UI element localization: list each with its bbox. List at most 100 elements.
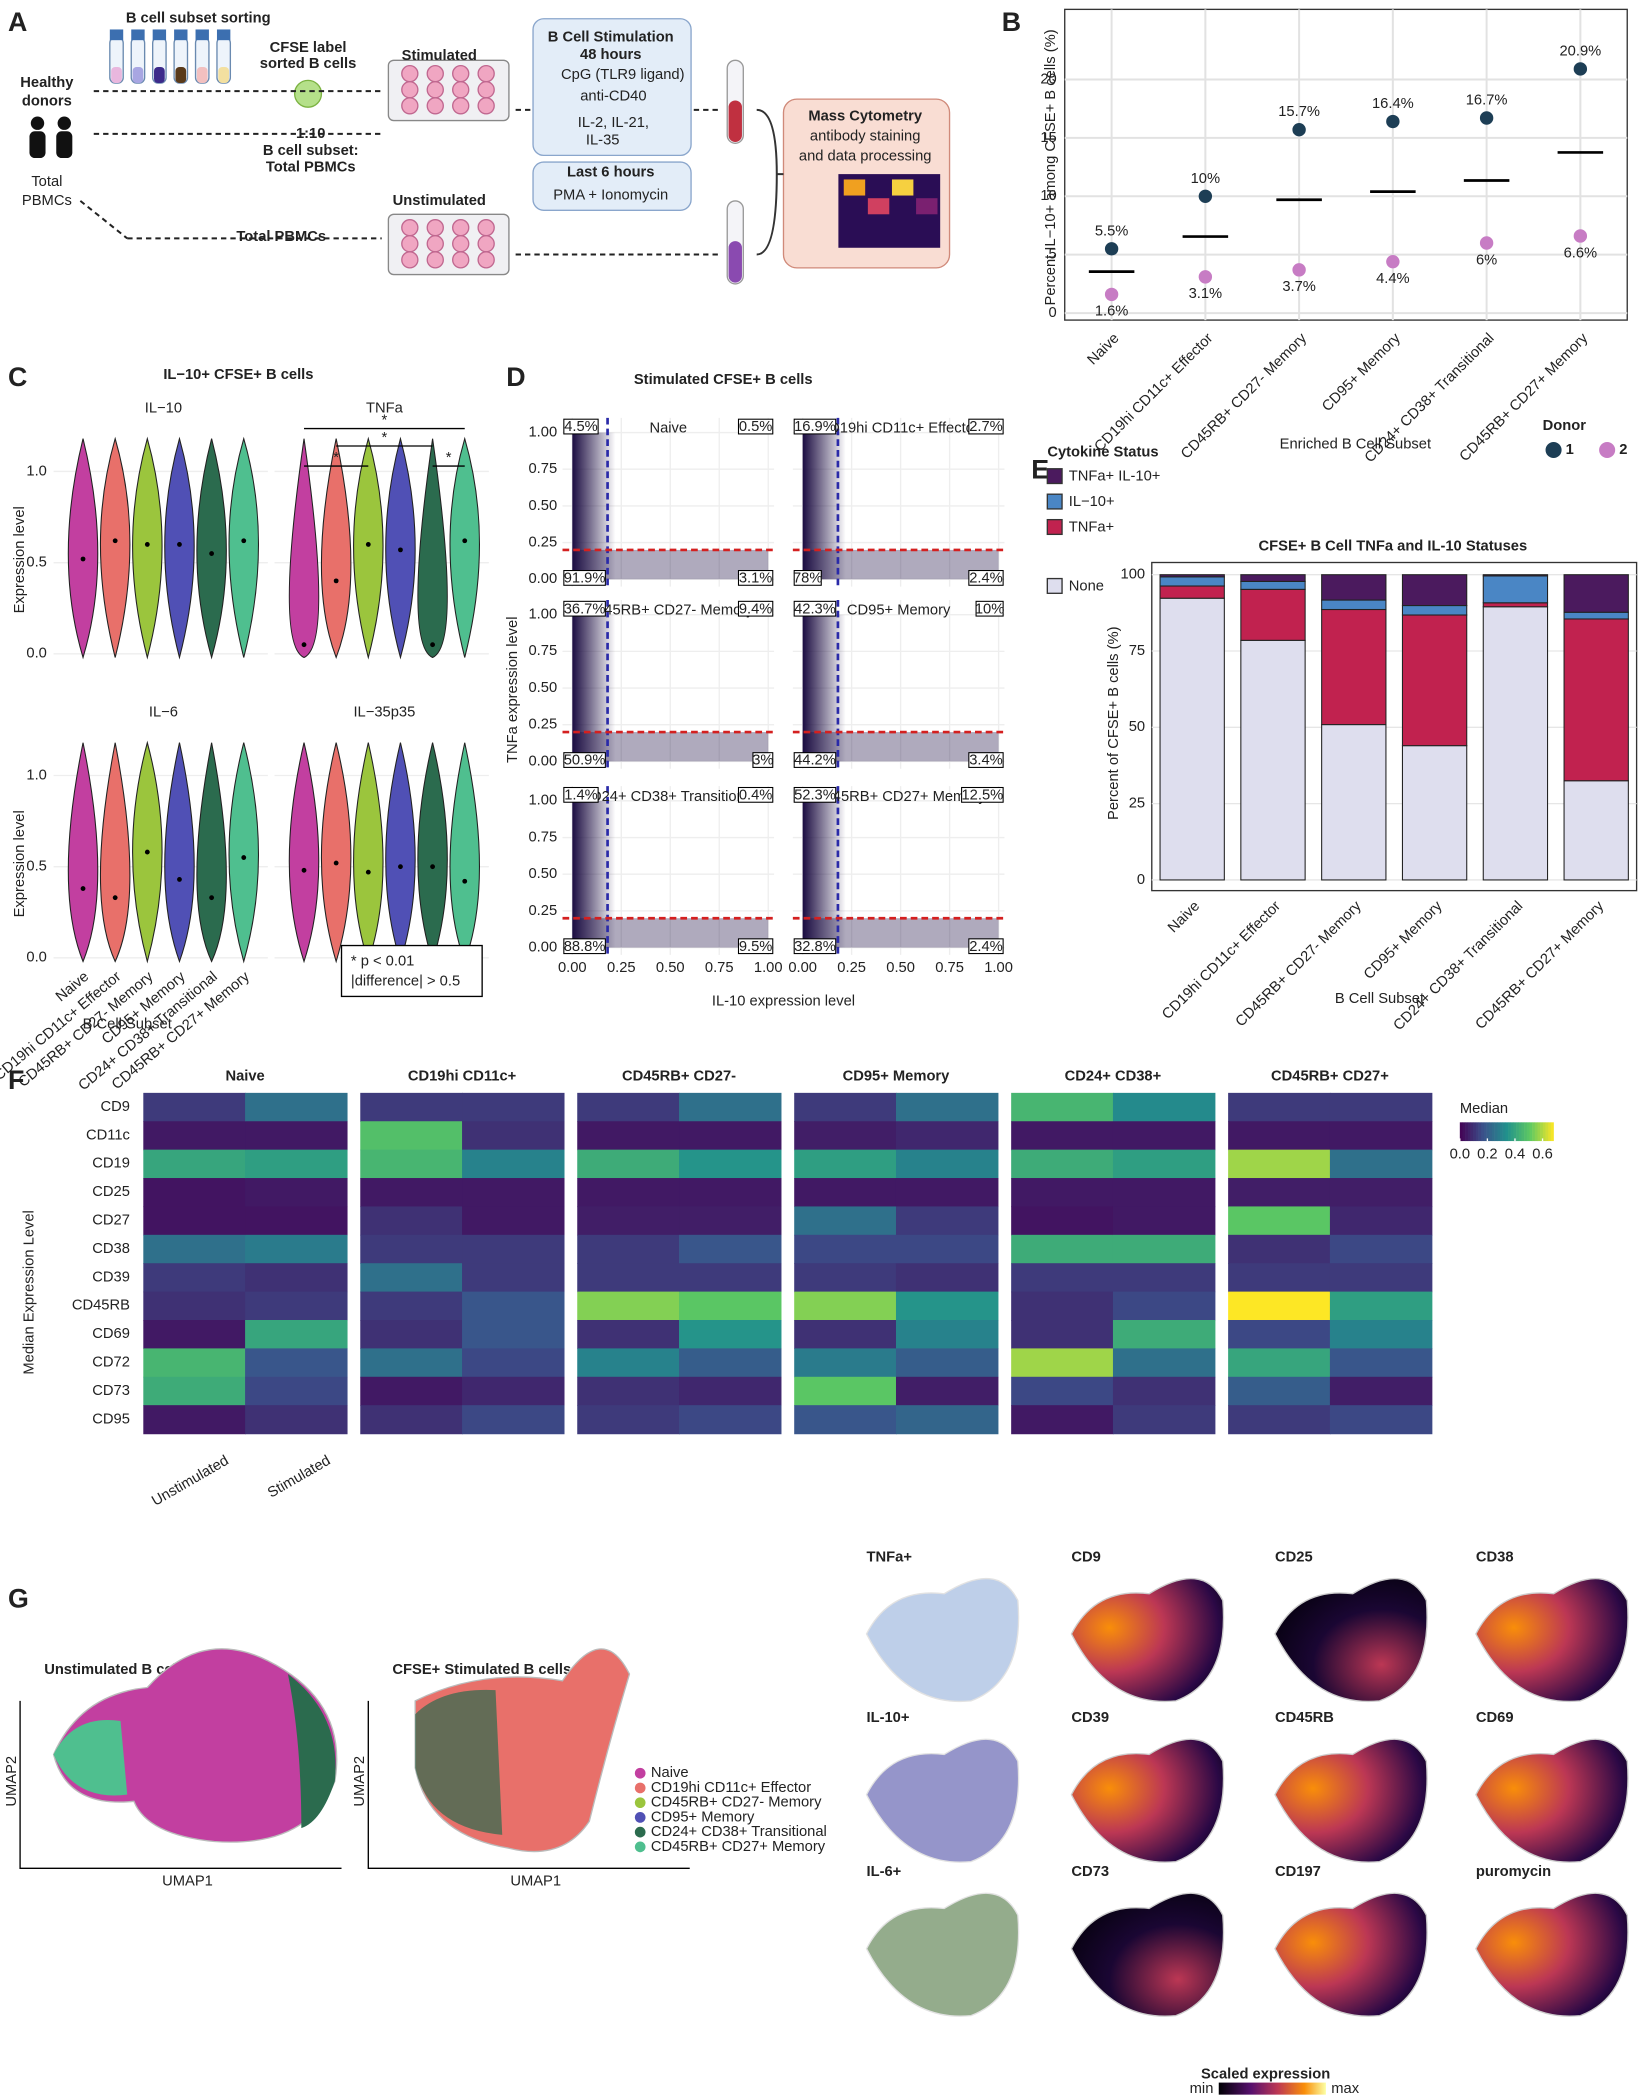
heat-cell — [1329, 1092, 1433, 1122]
umap-axis-label: UMAP1 — [510, 1874, 561, 1890]
schematic-text: Total PBMCs — [266, 159, 356, 175]
heat-cell — [1112, 1348, 1216, 1378]
colorbar-label: 0.2 — [1477, 1146, 1497, 1162]
y-tick-label: 15 — [1040, 130, 1056, 146]
schematic-shape — [843, 179, 866, 196]
quadrant-label: 12.5% — [961, 787, 1003, 803]
panel-title: CD24+ CD38+ Transitional — [580, 789, 756, 805]
schematic-shape — [174, 29, 188, 41]
y-axis-label: Median Expression Level — [21, 1210, 37, 1374]
heat-cell — [462, 1121, 565, 1151]
y-tick-label: 0.50 — [528, 680, 557, 696]
quadrant-box — [968, 938, 1004, 955]
schematic-shape — [175, 66, 187, 84]
heat-cell — [794, 1320, 897, 1350]
schematic-shape — [426, 235, 444, 253]
colorbar-step — [1470, 1122, 1474, 1142]
colorbar-step — [1521, 1122, 1525, 1142]
panel-label: F — [8, 1065, 24, 1095]
x-tick-label: 0.25 — [837, 960, 866, 976]
heat-cell — [1329, 1149, 1433, 1179]
panel-label: E — [1031, 455, 1049, 485]
row-label: CD95 — [92, 1411, 130, 1427]
schematic-shape — [401, 218, 419, 237]
bar-segment — [1321, 599, 1387, 611]
heat-cell — [143, 1206, 246, 1236]
schematic-shape — [154, 66, 165, 84]
colorbar-step — [1494, 1122, 1498, 1142]
y-tick-label: 0.25 — [528, 534, 557, 550]
quadrant-box — [563, 418, 599, 435]
heat-cell — [1011, 1263, 1114, 1293]
data-label: 6.6% — [1564, 245, 1598, 261]
row-label: CD73 — [92, 1383, 130, 1399]
quadrant-label: 91.9% — [564, 570, 606, 586]
violin — [164, 436, 195, 660]
schematic-shape — [452, 64, 470, 83]
schematic-shape — [111, 66, 122, 84]
bar-segment — [1563, 574, 1629, 613]
x-tick-label: 0.00 — [788, 960, 817, 976]
quadrant-label: 2.4% — [969, 570, 1003, 586]
heat-cell — [895, 1121, 999, 1151]
x-tick-label: CD95+ Memory — [1361, 898, 1446, 983]
y-axis-label: TNFa expression level — [505, 617, 521, 763]
y-tick-label: 0.00 — [528, 939, 557, 955]
dot — [1104, 242, 1119, 256]
heat-cell — [679, 1206, 782, 1236]
schematic-shape — [293, 79, 323, 108]
schematic-shape — [756, 108, 784, 256]
legend-swatch — [1046, 493, 1063, 510]
group-title: CD95+ Memory — [843, 1069, 951, 1085]
bar-segment — [1482, 574, 1549, 577]
median-dot — [301, 867, 307, 873]
significance-label: * — [333, 450, 339, 466]
plot-area — [1151, 561, 1638, 892]
heat-cell — [245, 1348, 348, 1378]
schematic-shape — [426, 218, 444, 237]
legend-label: CD24+ CD38+ Transitional — [651, 1824, 827, 1840]
axis-arrow — [367, 1700, 690, 1869]
chart-title: Stimulated CFSE+ B cells — [634, 372, 813, 388]
heat-cell — [679, 1149, 782, 1179]
heat-cell — [1112, 1178, 1216, 1208]
heat-cell — [1112, 1320, 1216, 1350]
row-label: CD11c — [86, 1127, 130, 1143]
group-title: CD45RB+ CD27- — [622, 1069, 736, 1085]
median-dot — [333, 578, 339, 584]
group-title: CD45RB+ CD27+ — [1271, 1069, 1389, 1085]
median-dot — [333, 860, 339, 866]
heat-cell — [895, 1234, 999, 1264]
heat-cell — [1011, 1234, 1114, 1264]
quadrant-box — [737, 786, 774, 803]
heat-cell — [1228, 1320, 1331, 1350]
row-label: CD9 — [100, 1099, 129, 1115]
quadrant-box — [563, 938, 606, 955]
x-axis-label: B Cell Subset — [1335, 991, 1424, 1007]
colorbar-step — [1513, 1122, 1517, 1142]
heat-cell — [143, 1320, 246, 1350]
heat-cell — [577, 1234, 680, 1264]
violin — [417, 438, 448, 659]
schematic-shape — [477, 97, 495, 115]
heat-cell — [360, 1234, 463, 1264]
umap-axis-label: UMAP2 — [4, 1756, 20, 1807]
schematic-shape — [426, 251, 444, 269]
dot — [1386, 254, 1400, 269]
quadrant-label: 10% — [975, 601, 1004, 617]
heat-cell — [1112, 1234, 1216, 1264]
legend-label: None — [1069, 578, 1104, 594]
heat-cell — [1011, 1092, 1114, 1122]
heat-cell — [245, 1149, 348, 1179]
colorbar-step — [1526, 1122, 1530, 1142]
violin — [449, 436, 480, 658]
row-label: CD38 — [92, 1241, 130, 1257]
panel-label: D — [506, 362, 525, 392]
schematic-text: PBMCs — [22, 193, 72, 209]
umap-cloud — [53, 1720, 128, 1796]
schematic-text: 1:10 — [296, 126, 325, 142]
heat-cell — [577, 1178, 680, 1208]
median-dot — [144, 542, 150, 547]
schematic-shape — [57, 116, 71, 130]
